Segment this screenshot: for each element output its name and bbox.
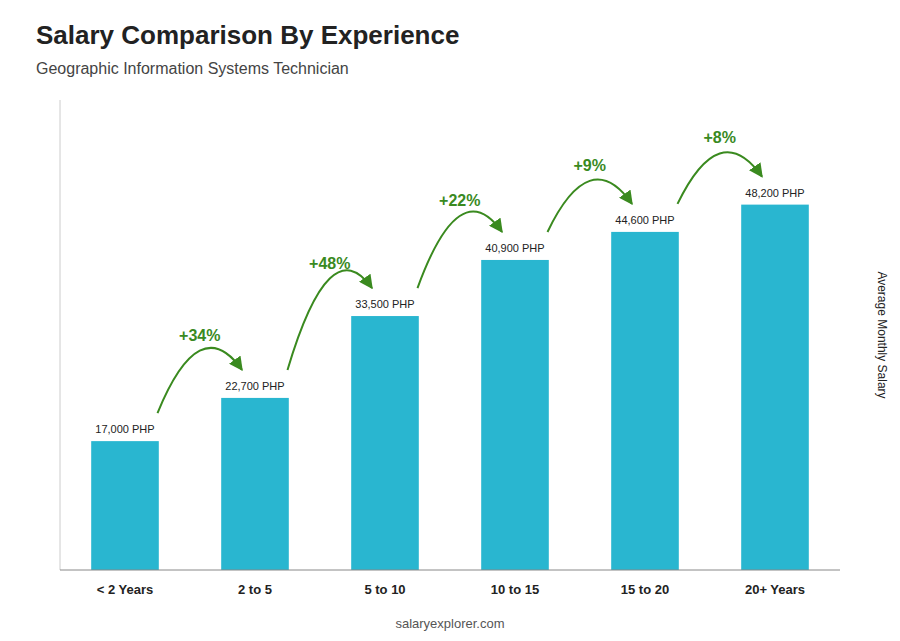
- bar: [481, 260, 549, 570]
- data-label: 22,700 PHP: [225, 380, 284, 392]
- chart-container: Salary Comparison By Experience Geographi…: [0, 0, 900, 641]
- data-label: 40,900 PHP: [485, 242, 544, 254]
- change-arrow: [418, 212, 503, 289]
- change-arrow: [548, 180, 633, 232]
- x-tick-label: 2 to 5: [238, 582, 272, 597]
- y-axis-label: Average Monthly Salary: [875, 271, 889, 398]
- bars: [91, 205, 809, 570]
- x-tick-label: 15 to 20: [621, 582, 669, 597]
- annotation: +34%: [179, 327, 220, 344]
- y-axis-line: [60, 100, 61, 570]
- change-arrow: [288, 270, 373, 370]
- title: Salary Comparison By Experience: [36, 20, 459, 50]
- data-label: 17,000 PHP: [95, 423, 154, 435]
- bar: [351, 316, 419, 570]
- x-tick-label: 20+ Years: [745, 582, 805, 597]
- annotation: +48%: [309, 255, 350, 272]
- subtitle: Geographic Information Systems Technicia…: [36, 60, 349, 77]
- bar: [611, 232, 679, 570]
- change-arrow: [158, 348, 243, 413]
- annotation: +8%: [704, 129, 736, 146]
- bar: [91, 441, 159, 570]
- bar: [221, 398, 289, 570]
- x-tick-label: 10 to 15: [491, 582, 539, 597]
- data-label: 48,200 PHP: [745, 187, 804, 199]
- chart: Salary Comparison By Experience Geographi…: [0, 0, 900, 641]
- data-label: 44,600 PHP: [615, 214, 674, 226]
- source: salaryexplorer.com: [395, 616, 504, 631]
- x-tick-label: 5 to 10: [364, 582, 405, 597]
- x-axis-line: [60, 570, 840, 571]
- x-tick-label: < 2 Years: [97, 582, 154, 597]
- change-arrow: [678, 152, 763, 204]
- data-label: 33,500 PHP: [355, 298, 414, 310]
- bar: [741, 205, 809, 570]
- annotation: +9%: [574, 157, 606, 174]
- annotation: +22%: [439, 192, 480, 209]
